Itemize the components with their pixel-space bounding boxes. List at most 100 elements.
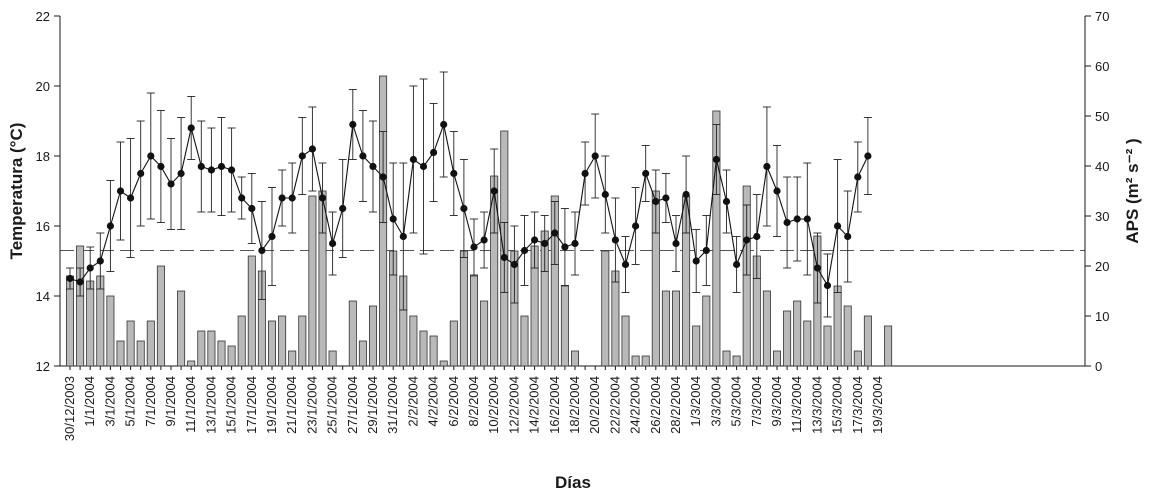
temperature-point <box>399 232 407 241</box>
temperature-point <box>76 278 84 286</box>
aps-bar <box>783 310 792 367</box>
temperature-point <box>470 243 478 251</box>
aps-bar <box>217 340 226 367</box>
temperature-point <box>450 169 458 178</box>
temperature-point <box>389 215 397 223</box>
x-tick-label: 27/1/2004 <box>345 376 360 434</box>
aps-bar <box>469 275 478 367</box>
left-y-tick-label: 14 <box>36 289 50 304</box>
aps-bar <box>843 305 852 367</box>
temperature-point <box>642 169 650 178</box>
temperature-point <box>702 246 710 255</box>
aps-bar <box>136 340 145 367</box>
temperature-point <box>217 162 226 171</box>
temperature-point <box>672 239 680 248</box>
right-y-tick-label: 10 <box>1095 309 1109 324</box>
temperature-point <box>601 190 609 199</box>
x-tick-layer: 30/12/2003 1/1/2004 3/1/2004 5/1/2004 7/1/20… <box>62 366 885 441</box>
right-y-axis: 0 10 20 30 40 50 60 70 <box>1084 9 1109 374</box>
temperature-point <box>86 264 94 272</box>
x-tick-label: 11/3/2004 <box>789 376 804 433</box>
temperature-point <box>621 260 630 269</box>
temperature-point <box>561 243 569 251</box>
x-tick-label: 3/3/2004 <box>708 376 723 427</box>
x-tick-label: 26/2/2004 <box>648 376 663 434</box>
x-tick-label: 9/3/2004 <box>769 376 784 427</box>
temperature-point <box>823 281 832 290</box>
temperature-point <box>662 194 670 202</box>
aps-bar <box>439 360 448 367</box>
aps-bar <box>116 340 125 367</box>
temperature-point <box>167 180 175 188</box>
aps-bar <box>156 265 165 367</box>
aps-bar <box>247 255 256 367</box>
right-y-tick-label: 60 <box>1095 59 1109 74</box>
temperature-point <box>308 145 316 153</box>
right-y-tick-label: 30 <box>1095 209 1109 224</box>
x-tick-label: 21/1/2004 <box>284 376 299 434</box>
x-tick-label: 5/1/2004 <box>123 376 138 427</box>
temperature-point <box>834 222 842 230</box>
temperature-point <box>197 162 205 171</box>
temperature-point <box>419 162 428 171</box>
bars-layer <box>66 75 893 367</box>
aps-bar <box>278 315 287 367</box>
temperature-point <box>430 148 438 157</box>
aps-bar <box>672 290 681 367</box>
aps-bar <box>692 325 701 367</box>
temperature-point <box>733 260 741 269</box>
temperature-point <box>520 246 529 255</box>
temperature-point <box>773 187 781 195</box>
aps-bar <box>126 320 135 367</box>
x-tick-label: 19/3/2004 <box>870 376 885 434</box>
x-tick-label: 10/2/2004 <box>486 376 501 434</box>
x-tick-label: 12/2/2004 <box>506 376 521 434</box>
temperature-point <box>581 169 589 178</box>
x-tick-label: 28/2/2004 <box>668 376 683 434</box>
temperature-point <box>864 152 872 160</box>
aps-bar <box>368 305 377 367</box>
aps-bar <box>237 315 246 367</box>
left-y-tick-label: 22 <box>36 9 50 24</box>
temperature-point <box>228 166 236 174</box>
x-tick-label: 13/1/2004 <box>203 376 218 434</box>
x-tick-label: 25/1/2004 <box>325 376 340 434</box>
temperature-point <box>793 215 801 223</box>
x-tick-label: 14/2/2004 <box>527 376 542 434</box>
temperature-point <box>339 204 347 213</box>
x-axis-title: Días <box>555 473 591 492</box>
temperature-point <box>268 232 276 241</box>
temperature-point <box>591 152 599 160</box>
left-y-tick-label: 18 <box>36 149 50 164</box>
aps-bar <box>66 275 75 367</box>
left-y-tick-label: 16 <box>36 219 50 234</box>
aps-bar <box>288 350 297 367</box>
x-tick-label: 23/1/2004 <box>304 376 319 434</box>
right-y-tick-label: 50 <box>1095 109 1109 124</box>
temperature-point <box>611 236 620 244</box>
x-tick-label: 30/12/2003 <box>62 376 77 441</box>
aps-bar <box>197 330 206 367</box>
aps-bar <box>207 330 216 367</box>
temperature-point <box>551 229 559 237</box>
aps-bar <box>520 315 529 367</box>
aps-bar <box>601 250 610 367</box>
aps-bar <box>571 350 580 367</box>
aps-bar <box>560 285 569 367</box>
temperature-point <box>96 257 104 265</box>
aps-bar <box>187 360 196 367</box>
x-tick-label: 20/2/2004 <box>587 376 602 434</box>
temperature-point <box>318 194 327 202</box>
x-tick-label: 11/1/2004 <box>183 376 198 433</box>
aps-bar <box>358 340 367 367</box>
temperature-point <box>187 124 195 132</box>
aps-bar <box>146 320 155 367</box>
error-bars-layer <box>66 71 872 318</box>
temperature-point <box>541 239 549 248</box>
temperature-point <box>409 155 417 164</box>
aps-bar <box>419 330 428 367</box>
aps-bar <box>762 290 771 367</box>
aps-bar <box>227 345 236 367</box>
temperature-point <box>480 236 488 244</box>
left-y-axis-title: Temperatura (°C) <box>7 123 26 260</box>
